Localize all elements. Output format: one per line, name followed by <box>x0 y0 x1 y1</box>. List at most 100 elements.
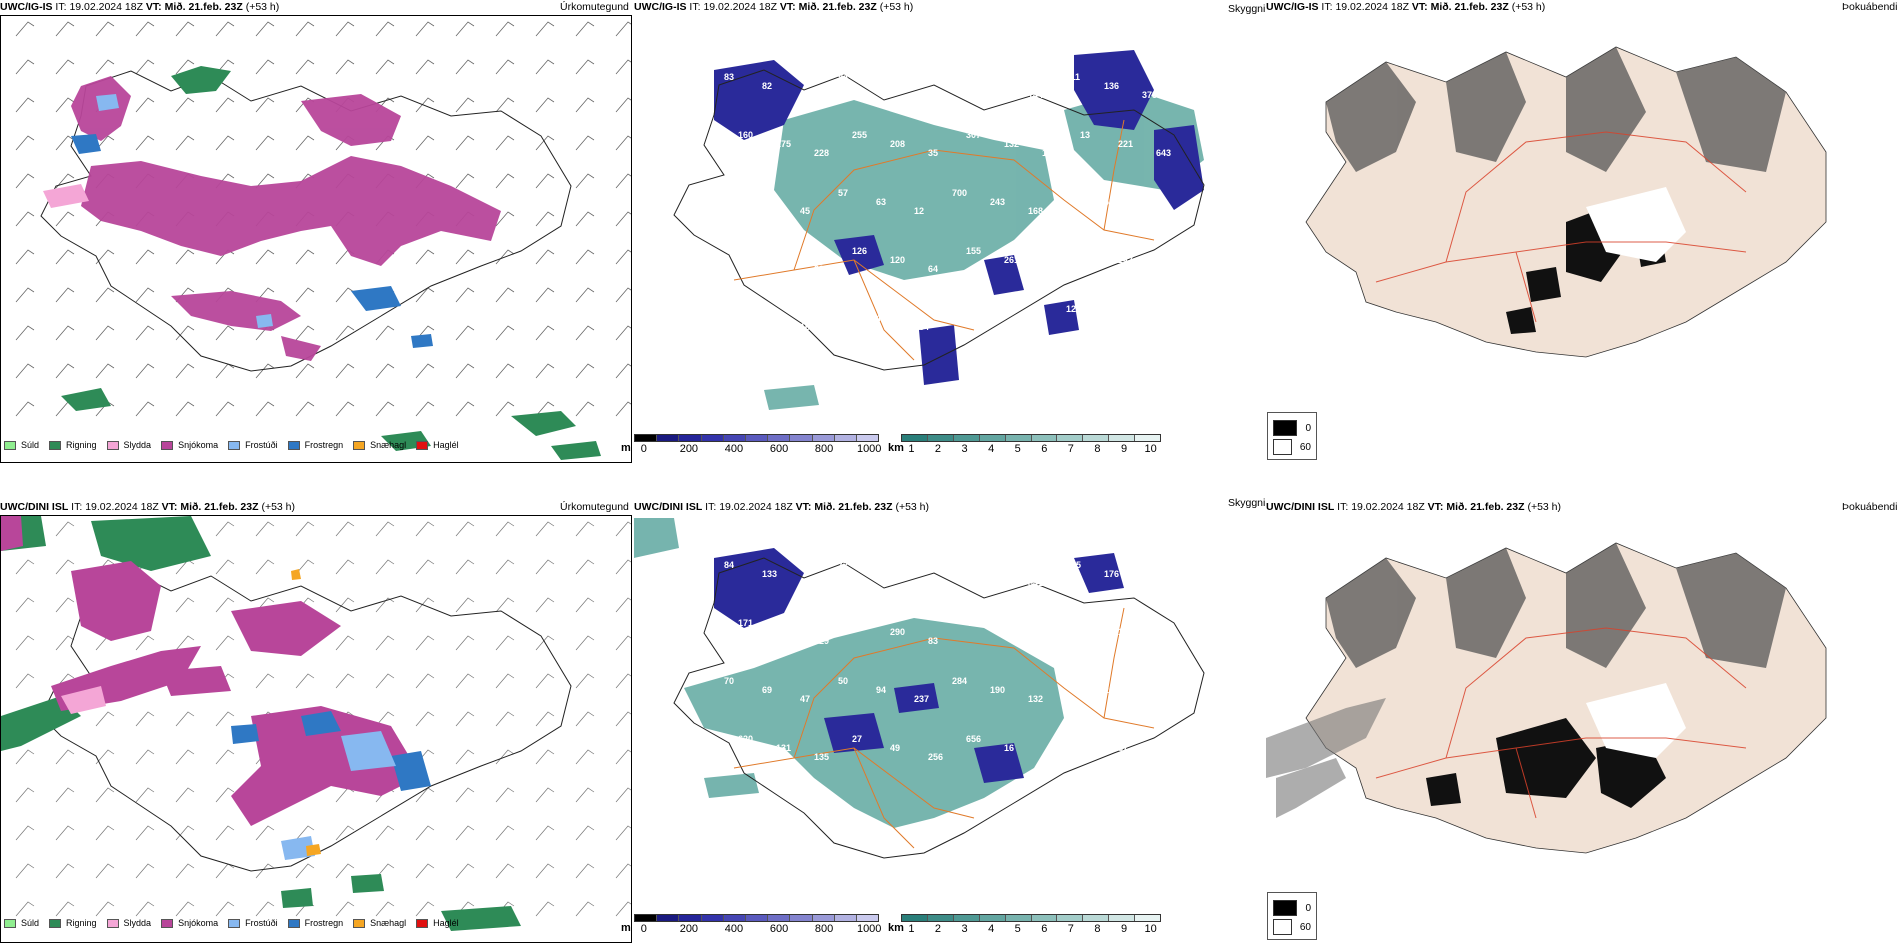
wind-barb <box>615 363 631 379</box>
legend-label: Rigning <box>66 440 97 450</box>
legend-label: Slydda <box>123 918 152 928</box>
colorbar-swatch <box>657 915 680 921</box>
wind-barb <box>55 363 75 379</box>
ceiling-label: 75 <box>1066 676 1076 686</box>
legend-item: Rigning <box>49 440 97 450</box>
ceiling-label: 147 <box>876 569 891 579</box>
it-label: IT: <box>705 501 717 513</box>
wind-barb <box>575 21 595 37</box>
ceiling-label: 63 <box>876 197 886 207</box>
legend-label: Frostregn <box>304 440 344 450</box>
wind-barb <box>295 325 315 341</box>
colorbar-ticks: 0 200 400 600 800 1000 <box>634 442 882 456</box>
wind-barb <box>335 401 355 417</box>
ceiling-label: 12 <box>914 206 924 216</box>
wind-barb <box>575 901 595 917</box>
wind-barb <box>575 211 595 227</box>
panel-visibility-dini: UWC/DINI ISL IT: 19.02.2024 18Z VT: Mið.… <box>621 478 1266 948</box>
colorbar-swatch <box>927 915 954 921</box>
wind-barb <box>215 597 235 613</box>
it-value: 19.02.2024 18Z <box>703 1 777 13</box>
ceiling-label: 239 <box>776 255 791 265</box>
ceiling-label: 132 <box>1028 694 1043 704</box>
ceiling-label: 90 <box>952 560 962 570</box>
wind-barb <box>95 249 115 265</box>
lead-time: (+53 h) <box>1511 1 1546 13</box>
colorbar-swatch <box>953 915 980 921</box>
wind-barb <box>615 59 631 75</box>
wind-barb <box>455 863 475 879</box>
wind-barb <box>135 787 155 803</box>
panel-header: UWC/DINI ISL IT: 19.02.2024 18Z VT: Mið.… <box>634 500 929 514</box>
colorbar-swatch <box>657 435 680 441</box>
wind-barb <box>15 325 35 341</box>
wind-barb <box>455 59 475 75</box>
visibility-colorbar: 1 2 3 4 5 6 7 8 9 10 km <box>888 434 1161 464</box>
wind-barb <box>575 559 595 575</box>
wind-barb <box>495 325 515 341</box>
wind-barb <box>615 135 631 151</box>
ceiling-label: 232 <box>738 246 753 256</box>
wind-barb <box>535 135 555 151</box>
fog-map <box>1266 542 1827 854</box>
wind-barb <box>335 673 355 689</box>
wind-barb <box>95 325 115 341</box>
wind-barb <box>15 901 35 917</box>
colorbar-tick: 7 <box>1067 443 1074 455</box>
wind-barb <box>615 749 631 765</box>
wind-barb <box>215 135 235 151</box>
wind-barb <box>55 863 75 879</box>
colorbar-tick: 9 <box>1120 443 1128 455</box>
colorbar-tick: 800 <box>814 443 834 455</box>
colorbar-swatch <box>834 915 857 921</box>
product-label: Skyggni <box>1228 3 1266 15</box>
wind-barb <box>415 559 435 575</box>
wind-barb <box>455 787 475 803</box>
wind-barb <box>255 521 275 537</box>
wind-barb <box>55 825 75 841</box>
wind-barb <box>455 711 475 727</box>
panel-fog-igis: UWC/IG-IS IT: 19.02.2024 18Z VT: Mið. 21… <box>1266 0 1900 480</box>
wind-barb <box>95 59 115 75</box>
ceiling-label: 120 <box>890 255 905 265</box>
wind-barb <box>55 635 75 651</box>
model-name: UWC/DINI ISL <box>0 501 69 513</box>
legend-swatch <box>161 918 174 928</box>
wind-barb <box>535 173 555 189</box>
colorbar-ticks: 0 200 400 600 800 1000 <box>634 922 882 936</box>
colorbar-swatch <box>1031 915 1058 921</box>
wind-barb <box>15 635 35 651</box>
colorbar-tick: 1000 <box>856 923 882 935</box>
precip-map-frame <box>0 515 632 943</box>
wind-barb <box>495 597 515 613</box>
wind-barb <box>495 863 515 879</box>
wind-barb <box>335 59 355 75</box>
wind-barb <box>95 363 115 379</box>
wind-barb <box>495 363 515 379</box>
colorbar-tick: 400 <box>724 923 744 935</box>
wind-barb <box>495 559 515 575</box>
colorbar-unit: km <box>888 922 904 934</box>
ceiling-label: 132 <box>1004 139 1019 149</box>
legend-item: Súld <box>4 440 39 450</box>
wind-barb <box>455 363 475 379</box>
ceiling-label: 64 <box>928 264 938 274</box>
ceiling-label: 171 <box>738 618 753 628</box>
colorbar-tick: 200 <box>679 923 699 935</box>
wind-barb <box>295 363 315 379</box>
colorbar-tick: 4 <box>988 443 995 455</box>
lead-time: (+53 h) <box>261 501 296 513</box>
wind-barb <box>55 597 75 613</box>
wind-barb <box>535 325 555 341</box>
wind-barb <box>535 901 555 917</box>
ceiling-label: 268 <box>1042 636 1057 646</box>
wind-barb <box>575 597 595 613</box>
it-label: IT: <box>71 501 83 513</box>
wind-barb <box>255 173 275 189</box>
legend-item: Snæhagl <box>353 918 406 928</box>
wind-barb <box>215 787 235 803</box>
vt-label: VT: <box>1411 1 1428 13</box>
ceiling-label: 53 <box>1104 197 1114 207</box>
legend-label: Snæhagl <box>370 440 407 450</box>
wind-barb <box>375 673 395 689</box>
